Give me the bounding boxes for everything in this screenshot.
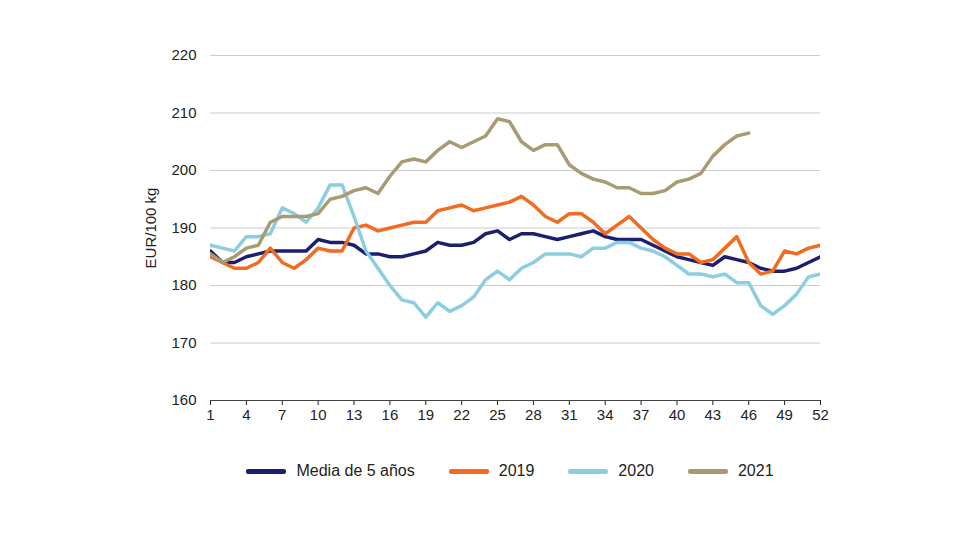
svg-text:25: 25 (489, 406, 506, 423)
svg-text:10: 10 (310, 406, 327, 423)
svg-text:170: 170 (171, 334, 196, 351)
svg-text:34: 34 (597, 406, 614, 423)
svg-text:EUR/100 kg: EUR/100 kg (142, 188, 159, 269)
html-text:2021: 2021 (738, 462, 774, 479)
svg-text:28: 28 (525, 406, 542, 423)
svg-text:49: 49 (776, 406, 793, 423)
svg-text:19: 19 (417, 406, 434, 423)
svg-text:220: 220 (171, 46, 196, 63)
svg-text:16: 16 (382, 406, 399, 423)
svg-text:1: 1 (206, 406, 214, 423)
svg-text:46: 46 (740, 406, 757, 423)
svg-text:40: 40 (669, 406, 686, 423)
svg-text:52: 52 (812, 406, 829, 423)
svg-text:190: 190 (171, 219, 196, 236)
svg-text:180: 180 (171, 276, 196, 293)
svg-text:37: 37 (633, 406, 650, 423)
svg-text:13: 13 (346, 406, 363, 423)
html-text:2020: 2020 (618, 462, 654, 479)
svg-text:4: 4 (242, 406, 250, 423)
html-text:Media de 5 años: Media de 5 años (296, 462, 415, 479)
svg-text:200: 200 (171, 161, 196, 178)
svg-text:31: 31 (561, 406, 578, 423)
html-text:2019: 2019 (498, 462, 535, 479)
svg-text:22: 22 (453, 406, 470, 423)
svg-text:160: 160 (171, 391, 196, 408)
svg-text:210: 210 (171, 104, 196, 121)
svg-text:43: 43 (705, 406, 722, 423)
svg-text:7: 7 (278, 406, 286, 423)
